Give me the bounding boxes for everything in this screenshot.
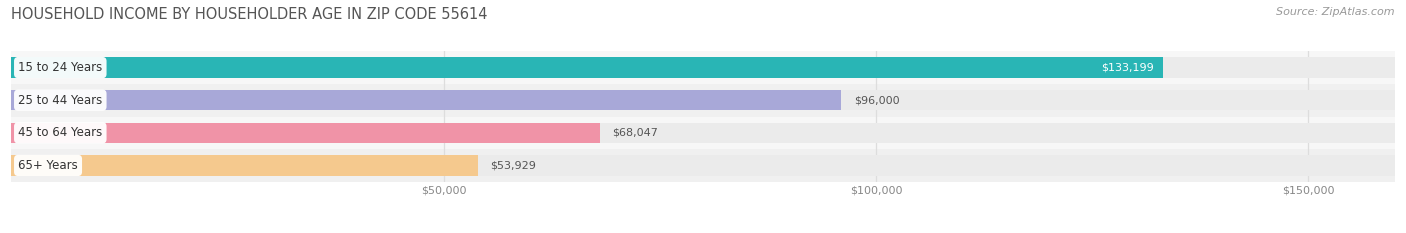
Bar bbox=[11, 155, 1395, 175]
Bar bbox=[11, 155, 478, 175]
Text: $96,000: $96,000 bbox=[855, 95, 900, 105]
Text: 25 to 44 Years: 25 to 44 Years bbox=[18, 94, 103, 107]
Text: 45 to 64 Years: 45 to 64 Years bbox=[18, 126, 103, 139]
Bar bbox=[11, 90, 1395, 110]
Text: $68,047: $68,047 bbox=[613, 128, 658, 138]
Text: HOUSEHOLD INCOME BY HOUSEHOLDER AGE IN ZIP CODE 55614: HOUSEHOLD INCOME BY HOUSEHOLDER AGE IN Z… bbox=[11, 7, 488, 22]
Text: $53,929: $53,929 bbox=[491, 161, 537, 170]
Bar bbox=[11, 123, 599, 143]
Text: 15 to 24 Years: 15 to 24 Years bbox=[18, 61, 103, 74]
Bar bbox=[11, 90, 841, 110]
Bar bbox=[11, 84, 1395, 116]
Bar bbox=[11, 51, 1395, 84]
Bar bbox=[11, 116, 1395, 149]
Text: 65+ Years: 65+ Years bbox=[18, 159, 77, 172]
Bar bbox=[11, 149, 1395, 182]
Bar bbox=[11, 58, 1395, 78]
Bar bbox=[11, 123, 1395, 143]
Bar bbox=[11, 58, 1163, 78]
Text: $133,199: $133,199 bbox=[1102, 63, 1154, 72]
Text: Source: ZipAtlas.com: Source: ZipAtlas.com bbox=[1277, 7, 1395, 17]
